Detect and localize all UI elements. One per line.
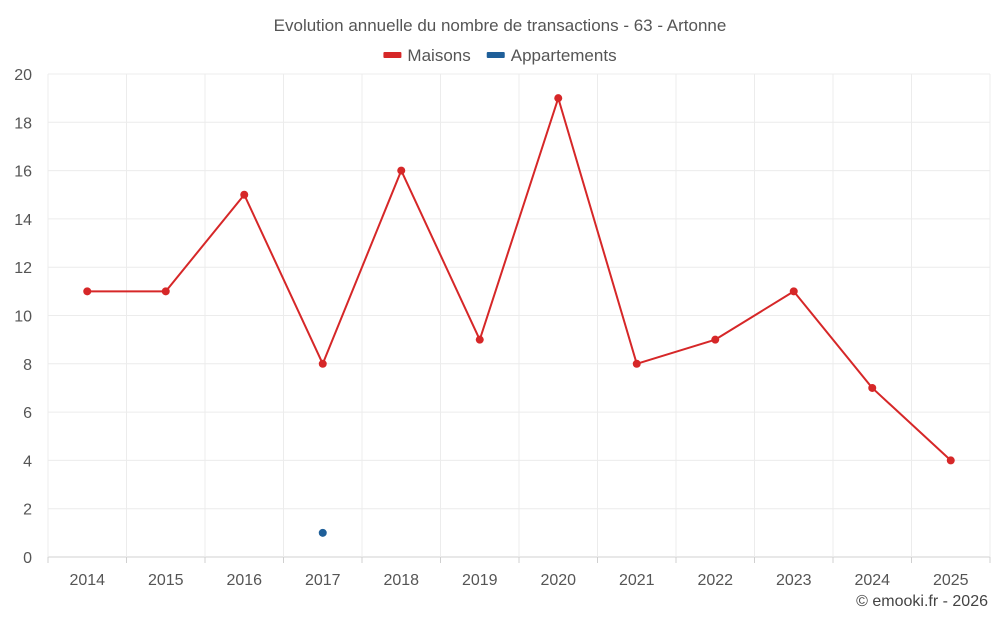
legend-label: Maisons	[407, 46, 470, 65]
y-tick-label: 6	[23, 405, 32, 422]
legend-swatch	[486, 52, 505, 58]
series-layer	[83, 94, 955, 537]
y-tick-label: 16	[14, 164, 32, 181]
data-point-maisons[interactable]	[711, 335, 720, 344]
y-axis-ticks: 0 2 4 6 8 10 12 14 16 18 20	[14, 67, 32, 567]
y-tick-label: 14	[14, 212, 32, 229]
x-tick-label: 2019	[462, 572, 498, 589]
data-point-maisons[interactable]	[475, 335, 484, 344]
x-tick-label: 2014	[69, 572, 105, 589]
data-point-maisons[interactable]	[240, 190, 249, 199]
y-tick-label: 12	[14, 260, 32, 277]
grid	[47, 73, 991, 563]
x-tick-label: 2015	[148, 572, 184, 589]
y-tick-label: 0	[23, 550, 32, 567]
x-tick-label: 2023	[776, 572, 812, 589]
data-point-appartements[interactable]	[318, 528, 327, 537]
y-tick-label: 2	[23, 502, 32, 519]
x-axis-ticks: 2014 2015 2016 2017 2018 2019 2020 2021 2022 2023…	[69, 572, 968, 589]
data-point-maisons[interactable]	[946, 456, 955, 465]
data-point-maisons[interactable]	[83, 287, 92, 296]
x-tick-label: 2024	[854, 572, 890, 589]
data-point-maisons[interactable]	[554, 94, 563, 103]
chart-title: Evolution annuelle du nombre de transact…	[274, 16, 727, 35]
x-tick-label: 2018	[383, 572, 419, 589]
copyright-footer: © emooki.fr - 2026	[856, 593, 988, 610]
legend: Maisons Appartements	[383, 46, 617, 65]
data-point-maisons[interactable]	[868, 383, 877, 392]
y-tick-label: 4	[23, 453, 32, 470]
series-line-maisons	[87, 97, 952, 462]
data-point-maisons[interactable]	[789, 287, 798, 296]
data-point-maisons[interactable]	[161, 287, 170, 296]
x-tick-label: 2021	[619, 572, 655, 589]
legend-label: Appartements	[511, 46, 617, 65]
x-tick-label: 2020	[540, 572, 576, 589]
y-tick-label: 18	[14, 115, 32, 132]
x-tick-label: 2022	[697, 572, 733, 589]
data-point-maisons[interactable]	[318, 359, 327, 368]
data-point-maisons[interactable]	[632, 359, 641, 368]
legend-swatch	[383, 52, 402, 58]
data-point-maisons[interactable]	[397, 166, 406, 175]
y-tick-label: 10	[14, 309, 32, 326]
x-tick-label: 2025	[933, 572, 969, 589]
y-tick-label: 20	[14, 67, 32, 84]
x-tick-label: 2016	[226, 572, 262, 589]
x-tick-label: 2017	[305, 572, 341, 589]
legend-item-maisons[interactable]: Maisons	[383, 46, 471, 65]
y-tick-label: 8	[23, 357, 32, 374]
legend-item-appartements[interactable]: Appartements	[486, 46, 617, 65]
